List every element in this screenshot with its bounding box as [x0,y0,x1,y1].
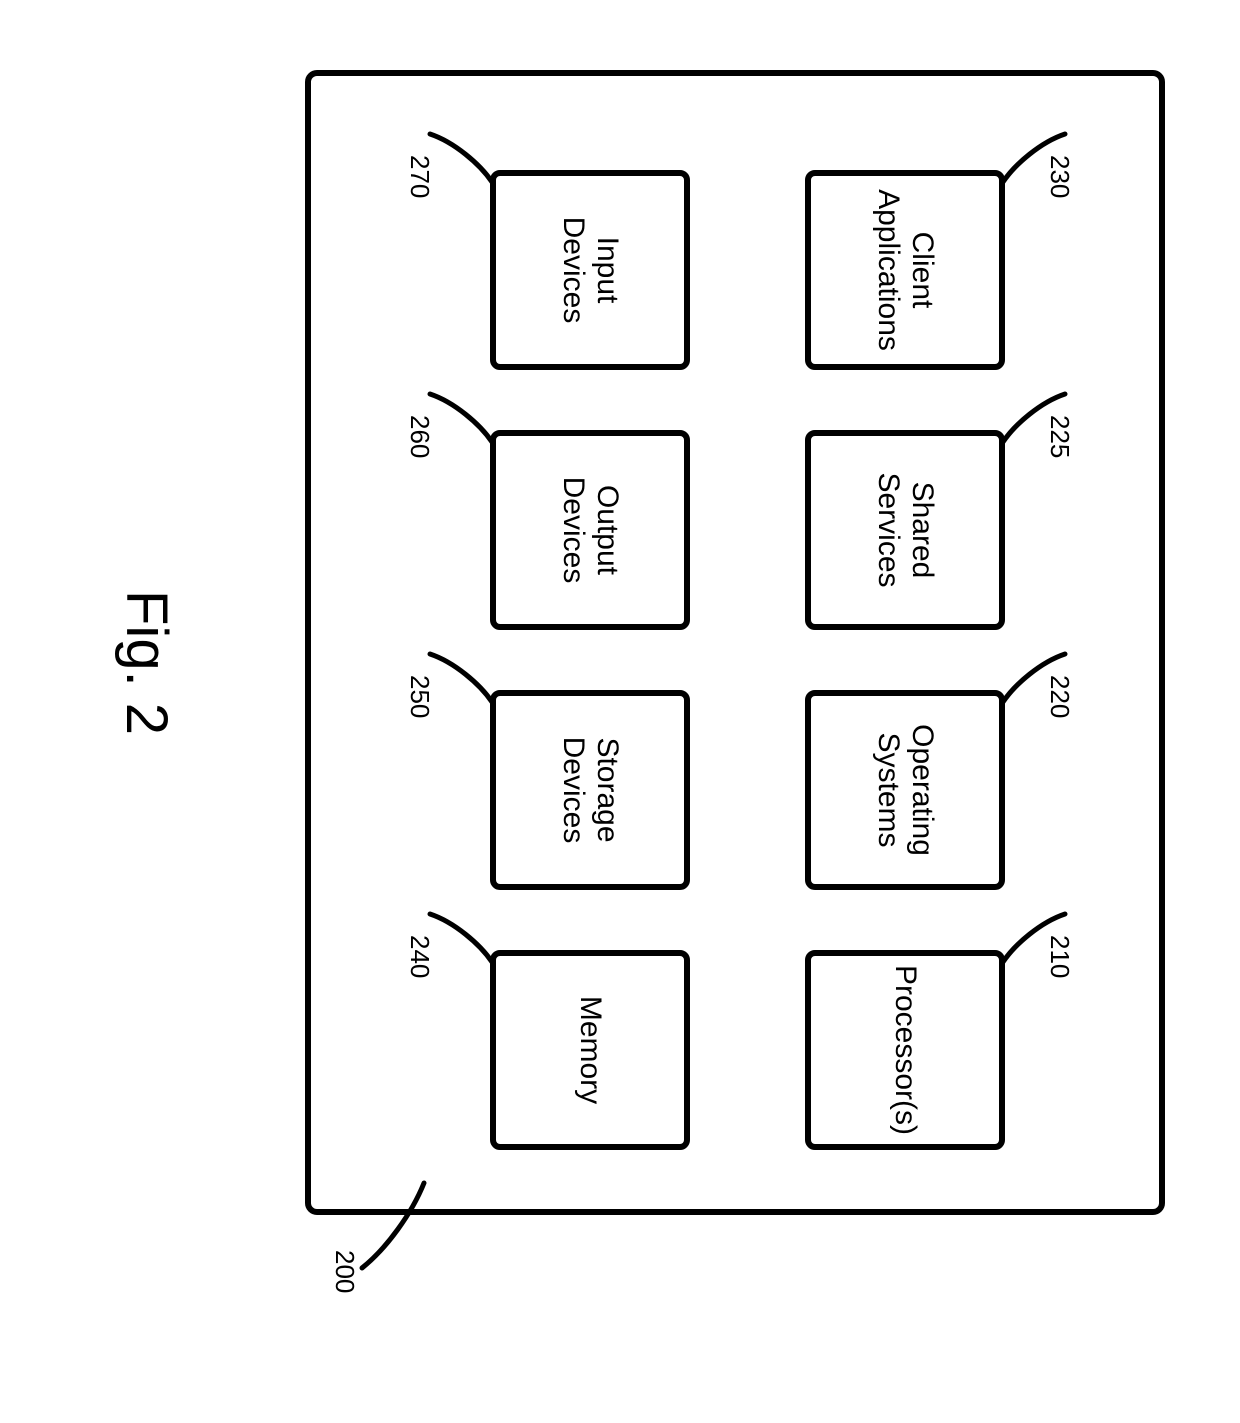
ref-240: 240 [404,935,435,978]
leader-200 [361,1268,362,1269]
leader-260 [491,442,492,443]
ref-270: 270 [404,155,435,198]
figure-caption: Fig. 2 [113,590,180,735]
ref-200: 200 [329,1250,360,1293]
block-input-devices: Input Devices [490,170,690,370]
block-label-operating-systems: Operating Systems [871,724,940,856]
block-processors: Processor(s) [805,950,1005,1150]
leader-270 [491,182,492,183]
ref-250: 250 [404,675,435,718]
outer-container [305,70,1165,1215]
leader-240 [491,962,492,963]
block-memory: Memory [490,950,690,1150]
leader-210 [1002,962,1003,963]
ref-230: 230 [1044,155,1075,198]
page: Client Applications 230 Shared Services 225… [0,0,1240,1423]
block-label-storage-devices: Storage Devices [556,737,625,844]
ref-225: 225 [1044,415,1075,458]
leader-250 [491,702,492,703]
ref-220: 220 [1044,675,1075,718]
ref-260: 260 [404,415,435,458]
block-shared-services: Shared Services [805,430,1005,630]
ref-210: 210 [1044,935,1075,978]
block-label-input-devices: Input Devices [556,217,625,324]
block-label-output-devices: Output Devices [556,477,625,584]
block-label-processors: Processor(s) [888,965,923,1135]
block-storage-devices: Storage Devices [490,690,690,890]
block-client-applications: Client Applications [805,170,1005,370]
block-output-devices: Output Devices [490,430,690,630]
leader-220 [1002,702,1003,703]
block-label-client-applications: Client Applications [871,189,940,351]
block-operating-systems: Operating Systems [805,690,1005,890]
leader-230 [1002,182,1003,183]
block-label-shared-services: Shared Services [871,472,940,587]
diagram-stage: Client Applications 230 Shared Services 225… [0,0,1240,1423]
block-label-memory: Memory [573,996,608,1104]
leader-225 [1002,442,1003,443]
